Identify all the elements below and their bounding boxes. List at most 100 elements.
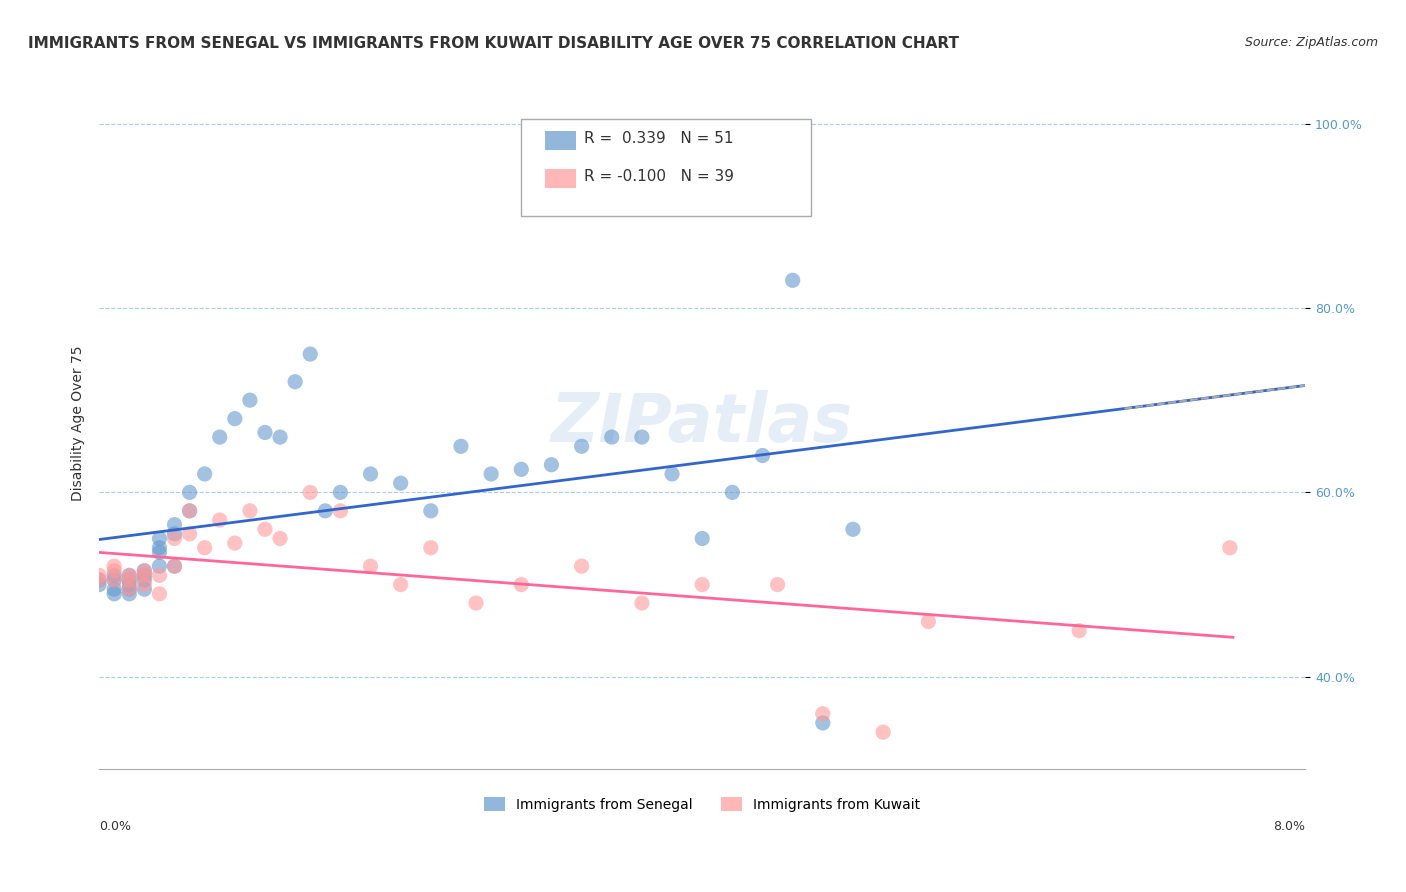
Point: [118, 582, 141, 597]
Point: [134, 573, 156, 587]
Point: [194, 541, 217, 555]
Point: [103, 564, 125, 578]
Point: [239, 504, 262, 518]
Point: [1069, 624, 1091, 638]
Point: [842, 522, 865, 536]
Point: [89, 573, 111, 587]
Point: [103, 568, 125, 582]
Point: [314, 504, 336, 518]
Point: [118, 582, 141, 597]
Point: [89, 577, 111, 591]
Point: [134, 564, 156, 578]
Point: [163, 517, 186, 532]
Point: [253, 522, 276, 536]
Bar: [546, 169, 575, 188]
Point: [360, 559, 382, 574]
Point: [631, 430, 654, 444]
Point: [360, 467, 382, 481]
Point: [284, 375, 307, 389]
Legend: Immigrants from Senegal, Immigrants from Kuwait: Immigrants from Senegal, Immigrants from…: [479, 791, 925, 817]
Text: R = -0.100   N = 39: R = -0.100 N = 39: [583, 169, 734, 184]
Point: [600, 430, 623, 444]
Point: [540, 458, 562, 472]
Point: [510, 577, 533, 591]
Point: [103, 559, 125, 574]
Point: [419, 541, 441, 555]
Text: Source: ZipAtlas.com: Source: ZipAtlas.com: [1244, 36, 1378, 49]
Point: [103, 573, 125, 587]
Point: [194, 467, 217, 481]
Point: [631, 596, 654, 610]
Point: [148, 559, 170, 574]
Point: [163, 559, 186, 574]
Point: [134, 577, 156, 591]
Point: [179, 485, 201, 500]
Point: [1219, 541, 1241, 555]
Point: [389, 476, 412, 491]
Point: [224, 411, 246, 425]
Point: [103, 582, 125, 597]
Point: [872, 725, 894, 739]
Point: [510, 462, 533, 476]
Point: [208, 513, 231, 527]
Point: [479, 467, 502, 481]
Point: [917, 615, 939, 629]
Point: [269, 430, 291, 444]
Point: [811, 706, 834, 721]
Point: [179, 527, 201, 541]
Text: ZIPatlas: ZIPatlas: [551, 390, 853, 456]
Point: [89, 568, 111, 582]
Point: [118, 568, 141, 582]
Point: [419, 504, 441, 518]
Point: [329, 485, 352, 500]
Point: [571, 559, 593, 574]
Point: [134, 568, 156, 582]
Point: [89, 573, 111, 587]
Point: [163, 559, 186, 574]
Point: [299, 485, 322, 500]
Point: [118, 587, 141, 601]
Point: [134, 564, 156, 578]
Point: [389, 577, 412, 591]
Point: [134, 582, 156, 597]
Point: [118, 573, 141, 587]
Point: [299, 347, 322, 361]
Point: [690, 532, 713, 546]
Point: [239, 393, 262, 408]
Point: [690, 577, 713, 591]
Point: [148, 532, 170, 546]
Point: [465, 596, 488, 610]
FancyBboxPatch shape: [522, 119, 811, 216]
Point: [253, 425, 276, 440]
Point: [766, 577, 789, 591]
Point: [661, 467, 683, 481]
Point: [571, 439, 593, 453]
Point: [329, 504, 352, 518]
Point: [148, 568, 170, 582]
Point: [811, 715, 834, 730]
Point: [118, 577, 141, 591]
Point: [148, 541, 170, 555]
Text: 0.0%: 0.0%: [100, 820, 131, 833]
Point: [148, 587, 170, 601]
Y-axis label: Disability Age Over 75: Disability Age Over 75: [72, 345, 86, 501]
Point: [163, 527, 186, 541]
Text: R =  0.339   N = 51: R = 0.339 N = 51: [583, 131, 734, 145]
Bar: [546, 131, 575, 150]
Point: [721, 485, 744, 500]
Point: [751, 449, 773, 463]
Point: [163, 532, 186, 546]
Point: [450, 439, 472, 453]
Point: [208, 430, 231, 444]
Point: [118, 568, 141, 582]
Point: [134, 568, 156, 582]
Point: [179, 504, 201, 518]
Point: [782, 273, 804, 287]
Point: [269, 532, 291, 546]
Point: [103, 573, 125, 587]
Point: [224, 536, 246, 550]
Point: [103, 587, 125, 601]
Text: IMMIGRANTS FROM SENEGAL VS IMMIGRANTS FROM KUWAIT DISABILITY AGE OVER 75 CORRELA: IMMIGRANTS FROM SENEGAL VS IMMIGRANTS FR…: [28, 36, 959, 51]
Point: [148, 545, 170, 559]
Point: [118, 573, 141, 587]
